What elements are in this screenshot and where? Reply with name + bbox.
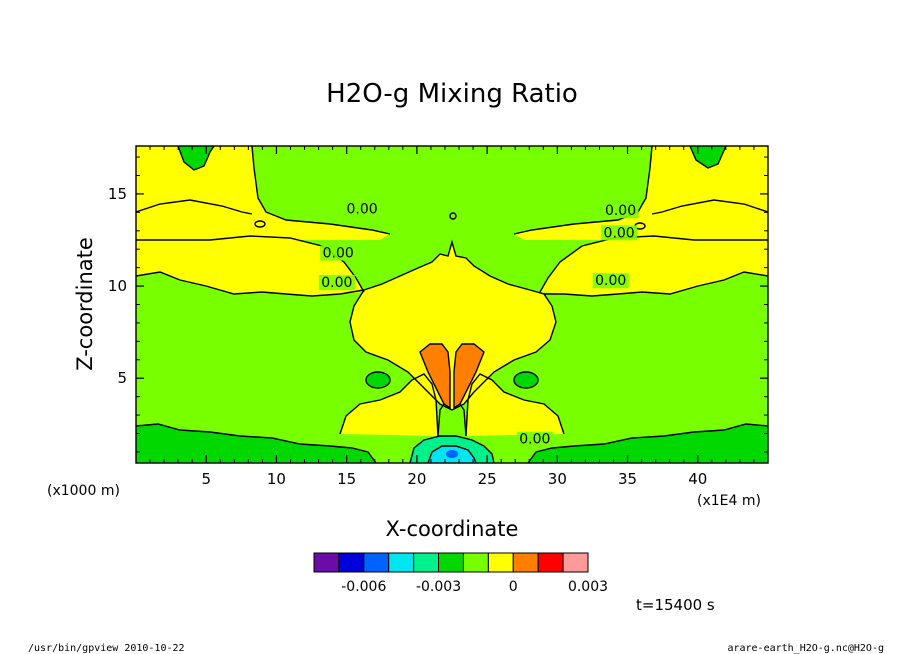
x-tick-label: 35 [618, 470, 637, 488]
colorbar-swatch [388, 552, 415, 573]
colorbar-swatch [487, 552, 514, 573]
x-tick-label: 20 [407, 470, 426, 488]
field-lower-left-yellow [340, 374, 438, 436]
field-green-eddy-right [514, 372, 538, 388]
x-tick-label: 10 [267, 470, 286, 488]
y-unit-label: (x1000 m) [47, 483, 120, 499]
x-tick-label: 25 [478, 470, 497, 488]
y-tick-label: 15 [108, 185, 127, 203]
colorbar-swatch [363, 552, 390, 573]
contour-label: 0.00 [519, 432, 550, 448]
colorbar-swatch [338, 552, 365, 573]
colorbar-tick-label: 0.003 [568, 579, 608, 595]
field-topright-green-blob [690, 146, 726, 168]
x-unit-label: (x1E4 m) [697, 493, 761, 509]
field-upper-left-yellow [136, 146, 390, 240]
field-upper-right-yellow [514, 146, 768, 240]
field-green-near-surface [136, 424, 376, 463]
contour-label-bg [592, 273, 629, 289]
field-green-near-surface-right [528, 424, 768, 463]
contour-label: 0.00 [605, 203, 636, 219]
x-axis: 5 10 15 20 25 30 35 40 [149, 146, 755, 488]
colorbar-swatch [537, 552, 564, 573]
y-tick-label: 5 [117, 369, 127, 387]
colorbar-swatch [438, 552, 464, 573]
contour-label: 0.00 [595, 273, 626, 289]
colorbar-tick-label: -0.006 [341, 579, 386, 595]
y-axis-title: Z-coordinate [73, 237, 97, 371]
colorbar-swatch [462, 552, 489, 573]
footer-left: /usr/bin/gpview 2010-10-22 [28, 643, 185, 654]
field-lower-right-yellow [466, 374, 564, 436]
colorbar-swatch [413, 552, 440, 573]
colorbar-tick-label: 0 [509, 579, 518, 595]
contour-label-bg [601, 225, 638, 241]
x-tick-label: 40 [688, 470, 707, 488]
contour-label: 0.00 [323, 246, 354, 262]
x-tick-label: 15 [337, 470, 356, 488]
time-label: t=15400 s [636, 596, 715, 614]
field-surface-core-blue [446, 450, 458, 458]
x-axis-title: X-coordinate [386, 517, 519, 541]
colorbar-swatch [512, 552, 539, 573]
contour-label-bg [602, 203, 639, 219]
field-updraft-orange-right [454, 344, 484, 408]
contour-label: 0.00 [321, 275, 352, 291]
field-mid-left-yellow [136, 236, 364, 296]
contour-label-bg [320, 245, 357, 261]
contour-label-bg [344, 201, 381, 217]
contour-label-bg [318, 275, 355, 291]
colorbar-swatch [313, 552, 340, 573]
y-axis: 5 10 15 [108, 156, 768, 453]
colorbar: -0.006 -0.003 0 0.003 [313, 552, 608, 595]
plot-area: 0.00 0.00 0.00 0.00 0.00 0.00 0.00 [136, 146, 768, 463]
colorbar-swatch [562, 552, 589, 573]
contour-label-bg [516, 431, 553, 447]
field-updraft-orange-left [420, 344, 450, 408]
contour-label: 0.00 [604, 225, 635, 241]
chart-title: H2O-g Mixing Ratio [326, 79, 578, 109]
footer-right: arare-earth_H2O-g.nc@H2O-g [727, 643, 884, 654]
contour-label: 0.00 [347, 201, 378, 217]
colorbar-tick-label: -0.003 [416, 579, 461, 595]
y-tick-label: 10 [108, 277, 127, 295]
contour-lines [136, 146, 768, 463]
x-tick-label: 5 [201, 470, 211, 488]
field-green-eddy-left [366, 372, 390, 388]
contour-labels: 0.00 0.00 0.00 0.00 0.00 0.00 0.00 [318, 201, 639, 448]
x-tick-label: 30 [548, 470, 567, 488]
